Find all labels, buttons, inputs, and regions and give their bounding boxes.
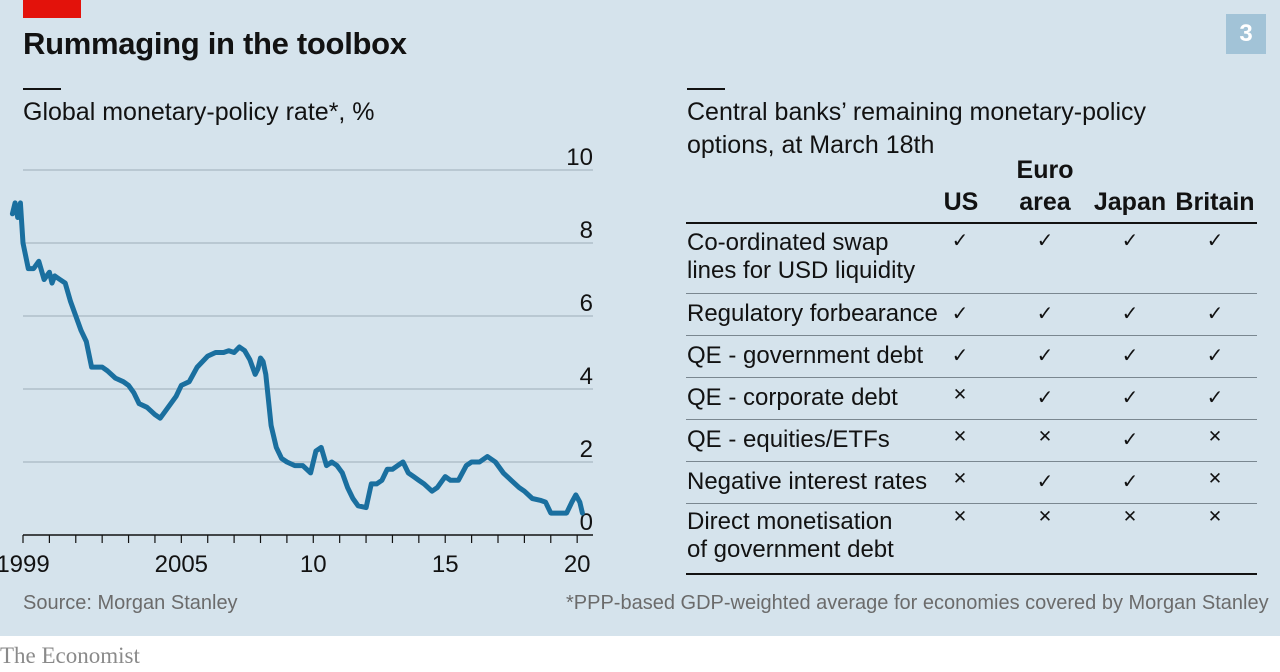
check-icon: ✓ (1121, 301, 1139, 325)
row-divider (686, 419, 1257, 420)
column-header-line-1: Euro (1016, 156, 1074, 184)
column-header-line-2: Japan (1093, 188, 1167, 216)
column-header-euro-area: Euro area (1005, 154, 1085, 218)
y-tick-label: 10 (566, 144, 593, 171)
column-header-britain: Britain (1170, 154, 1260, 218)
x-tick-label: 15 (432, 551, 459, 578)
row-divider (686, 293, 1257, 294)
y-tick-label: 0 (580, 509, 593, 536)
row-label: QE - equities/ETFs (687, 426, 890, 453)
cross-icon: ✕ (1207, 427, 1223, 447)
line-chart: 0 2 4 6 8 10 1999 2005 10 15 20 (0, 144, 593, 578)
check-icon: ✓ (1206, 228, 1224, 252)
cross-icon: ✕ (1037, 427, 1053, 447)
check-icon: ✓ (1121, 385, 1139, 409)
check-icon: ✓ (1036, 343, 1054, 367)
y-tick-label: 4 (580, 363, 593, 390)
left-subtitle: Global monetary-policy rate*, % (23, 98, 375, 126)
right-subtitle-line-2: options, at March 18th (687, 131, 935, 159)
row-label-line-2: lines for USD liquidity (687, 257, 916, 284)
chart-number-badge: 3 (1226, 14, 1266, 54)
footnote: *PPP-based GDP-weighted average for econ… (566, 592, 1269, 614)
y-tick-label: 8 (580, 217, 593, 244)
x-tick-label: 1999 (0, 551, 50, 578)
row-label: Regulatory forbearance (687, 300, 938, 327)
left-subtitle-dash (23, 88, 61, 90)
check-icon: ✓ (1206, 301, 1224, 325)
chart-panel: 3 Rummaging in the toolbox Global moneta… (0, 0, 1280, 636)
y-tick-label: 2 (580, 436, 593, 463)
check-icon: ✓ (1036, 228, 1054, 252)
x-tick-label: 2005 (155, 551, 208, 578)
right-subtitle-dash (687, 88, 725, 90)
row-divider (686, 335, 1257, 336)
check-icon: ✓ (1036, 301, 1054, 325)
check-icon: ✓ (1206, 385, 1224, 409)
row-divider (686, 461, 1257, 462)
check-icon: ✓ (1206, 343, 1224, 367)
cross-icon: ✕ (1037, 507, 1053, 527)
table-bottom-rule (686, 573, 1257, 575)
right-subtitle-line-1: Central banks’ remaining monetary-policy (687, 98, 1146, 126)
row-label: Co-ordinated swap (687, 229, 889, 256)
column-header-line-2: Britain (1175, 188, 1255, 216)
x-tick-label: 10 (300, 551, 327, 578)
accent-tag (23, 0, 81, 18)
cross-icon: ✕ (952, 507, 968, 527)
check-icon: ✓ (1036, 469, 1054, 493)
column-header-line-2: US (943, 188, 979, 216)
row-divider (686, 503, 1257, 504)
chart-title: Rummaging in the toolbox (23, 26, 407, 61)
row-label: QE - corporate debt (687, 384, 898, 411)
check-icon: ✓ (1121, 228, 1139, 252)
y-tick-labels: 0 2 4 6 8 10 (566, 144, 593, 536)
x-axis: 1999 2005 10 15 20 (0, 535, 591, 578)
cross-icon: ✕ (1122, 507, 1138, 527)
table-header-rule (686, 222, 1257, 224)
source-note: Source: Morgan Stanley (23, 592, 238, 614)
row-label: Direct monetisation (687, 508, 893, 535)
row-label-line-2: of government debt (687, 536, 894, 563)
column-header-line-1 (1170, 154, 1260, 186)
column-header-line-1 (930, 154, 992, 186)
check-icon: ✓ (951, 301, 969, 325)
cross-icon: ✕ (952, 469, 968, 489)
row-label: Negative interest rates (687, 468, 928, 495)
brand-logo: The Economist (0, 643, 140, 668)
column-header-us: US (930, 154, 992, 218)
cross-icon: ✕ (1207, 469, 1223, 489)
x-tick-label: 20 (564, 551, 591, 578)
check-icon: ✓ (1121, 343, 1139, 367)
check-icon: ✓ (951, 228, 969, 252)
check-icon: ✓ (951, 343, 969, 367)
check-icon: ✓ (1121, 427, 1139, 451)
y-tick-label: 6 (580, 290, 593, 317)
cross-icon: ✕ (1207, 507, 1223, 527)
check-icon: ✓ (1121, 469, 1139, 493)
cross-icon: ✕ (952, 385, 968, 405)
column-header-line-2: area (1019, 188, 1071, 216)
column-header-japan: Japan (1090, 154, 1170, 218)
row-label: QE - government debt (687, 342, 924, 369)
check-icon: ✓ (1036, 385, 1054, 409)
series-line-policy-rate (9, 200, 585, 516)
cross-icon: ✕ (952, 427, 968, 447)
row-divider (686, 377, 1257, 378)
column-header-line-1 (1090, 154, 1170, 186)
